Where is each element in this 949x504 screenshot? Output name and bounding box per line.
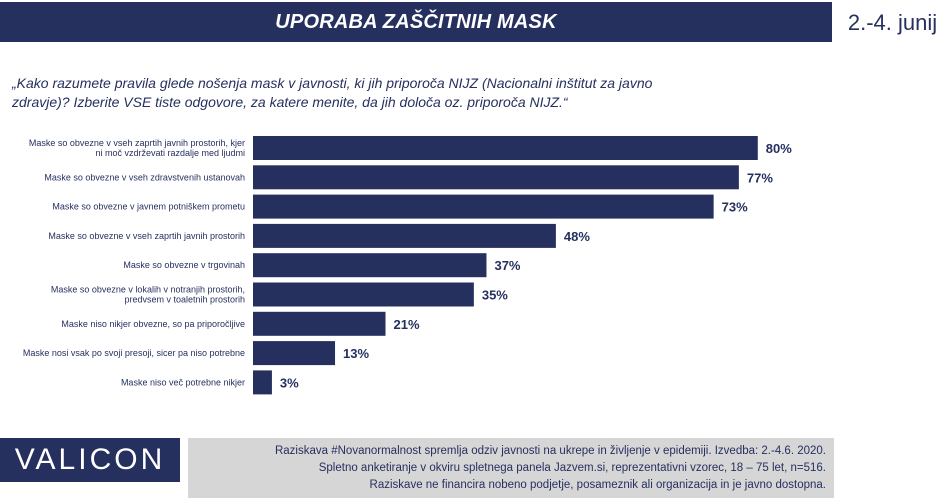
category-label: Maske so obvezne v trgovinah: [123, 260, 245, 270]
data-label: 3%: [280, 375, 299, 390]
logo-text: VALICON: [14, 443, 166, 476]
footer-line-2: Spletno anketiranje v okviru spletnega p…: [318, 462, 826, 474]
bar: [253, 311, 386, 336]
footer-line-1: Raziskava #Novanormalnost spremlja odziv…: [274, 445, 826, 457]
bar: [253, 341, 336, 366]
category-label: Maske so obvezne v vseh zdravstvenih ust…: [44, 172, 245, 182]
data-label: 80%: [766, 141, 792, 156]
category-label: Maske so obvezne v javnem potniškem prom…: [52, 202, 245, 212]
bar: [253, 136, 758, 160]
header-bar: UPORABA ZAŠČITNIH MASK: [0, 2, 832, 42]
category-label: Maske nosi vsak po svoji presoji, sicer …: [23, 348, 245, 358]
bar: [253, 165, 739, 190]
data-label: 13%: [343, 346, 369, 361]
bar: [253, 253, 487, 278]
survey-date: 2.-4. junij: [847, 10, 938, 35]
category-label: Maske niso nikjer obvezne, so pa priporo…: [61, 319, 245, 329]
data-label: 35%: [482, 288, 508, 303]
bar-chart: Maske so obvezne v vseh zaprtih javnih p…: [23, 136, 792, 395]
category-label: Maske niso več potrebne nikjer: [121, 377, 245, 387]
data-label: 21%: [394, 317, 420, 332]
data-label: 48%: [564, 229, 590, 244]
page-title: UPORABA ZAŠČITNIH MASK: [275, 10, 557, 33]
survey-question: „Kako razumete pravila glede nošenja mas…: [12, 75, 653, 110]
data-label: 77%: [747, 170, 773, 185]
data-label: 73%: [722, 200, 748, 215]
bar: [253, 194, 714, 219]
footer-line-3: Raziskave ne financira nobeno podjetje, …: [369, 479, 826, 491]
category-label: Maske so obvezne v vseh zaprtih javnih p…: [29, 138, 245, 158]
bar: [253, 282, 474, 307]
valicon-logo: VALICON: [0, 438, 180, 482]
category-label: Maske so obvezne v vseh zaprtih javnih p…: [48, 231, 245, 241]
bar: [253, 370, 272, 395]
bar: [253, 223, 556, 248]
category-label: Maske so obvezne v lokalih v notranjih p…: [51, 285, 245, 305]
data-label: 37%: [494, 258, 520, 273]
footer-note: Raziskava #Novanormalnost spremlja odziv…: [188, 438, 834, 498]
